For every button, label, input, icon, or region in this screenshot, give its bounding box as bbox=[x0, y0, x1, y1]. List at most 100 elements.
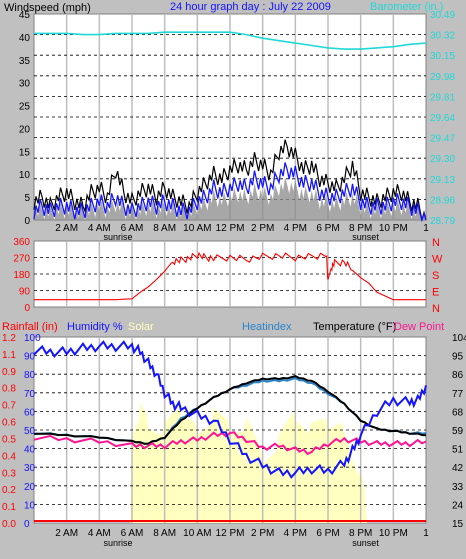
time-tick-label: 10 PM bbox=[379, 528, 408, 539]
time-tick-label: 4 PM bbox=[284, 528, 307, 539]
windspeed-tick-label: 35 bbox=[19, 56, 31, 67]
windspeed-tick-label: 20 bbox=[19, 124, 31, 135]
direction-degree-tick: 90 bbox=[19, 287, 31, 298]
temperature-tick-label: 68 bbox=[452, 407, 464, 418]
sunset-label: sunset bbox=[352, 232, 379, 242]
legend-dewpoint: Dew Point bbox=[394, 321, 444, 333]
temperature-tick-label: 15 bbox=[452, 519, 464, 530]
time-tick-label: 10 AM bbox=[183, 223, 211, 234]
wind-lull-area bbox=[34, 177, 426, 220]
temperature-tick-label: 59 bbox=[452, 426, 464, 437]
temperature-tick-label: 33 bbox=[452, 482, 464, 493]
barometer-tick-label: 29.13 bbox=[430, 175, 455, 186]
time-tick-label: 6 PM bbox=[316, 223, 339, 234]
time-tick-label: 10 AM bbox=[183, 528, 211, 539]
humidity-tick-label: 30 bbox=[24, 463, 36, 474]
dewpoint-series-line bbox=[33, 431, 427, 456]
temperature-tick-label: 95 bbox=[452, 352, 464, 363]
time-tick-label: 6 AM bbox=[121, 223, 144, 234]
time-tick-label: 8 PM bbox=[349, 528, 372, 539]
humidity-tick-label: 50 bbox=[24, 426, 36, 437]
time-tick-label: 2 PM bbox=[251, 528, 274, 539]
barometer-axis-title: Barometer (in.) bbox=[370, 1, 443, 13]
wind-direction-series-line bbox=[34, 251, 426, 301]
temperature-tick-label: 104 bbox=[452, 333, 466, 344]
windspeed-tick-label: 25 bbox=[19, 102, 31, 113]
time-tick-label: 2 AM bbox=[55, 223, 78, 234]
time-tick-label: 2 PM bbox=[251, 223, 274, 234]
windspeed-tick-label: 10 bbox=[19, 170, 31, 181]
time-tick-label: 4 PM bbox=[284, 223, 307, 234]
rainfall-tick-label: 1.1 bbox=[2, 350, 16, 361]
direction-compass-tick: N bbox=[432, 237, 440, 249]
barometer-tick-label: 28.79 bbox=[430, 216, 455, 227]
barometer-series-line bbox=[34, 31, 427, 50]
rainfall-tick-label: 0.3 bbox=[2, 468, 16, 479]
legend-heatindex: Heatindex bbox=[242, 321, 292, 333]
windspeed-tick-label: 5 bbox=[24, 193, 30, 204]
temperature-tick-label: 51 bbox=[452, 445, 464, 456]
humidity-tick-label: 80 bbox=[24, 370, 36, 381]
legend-temperature: Temperature (°F) bbox=[313, 321, 396, 333]
rainfall-tick-label: 0.5 bbox=[2, 434, 16, 445]
windspeed-tick-label: 45 bbox=[19, 10, 31, 21]
time-tick-label: 8 AM bbox=[153, 223, 176, 234]
direction-compass-tick: S bbox=[432, 270, 439, 282]
humidity-tick-label: 60 bbox=[24, 407, 36, 418]
windspeed-tick-label: 30 bbox=[19, 79, 31, 90]
windspeed-tick-label: 0 bbox=[24, 216, 30, 227]
rainfall-tick-label: 0.2 bbox=[2, 485, 16, 496]
time-tick-label: 8 PM bbox=[349, 223, 372, 234]
humidity-tick-label: 20 bbox=[24, 482, 36, 493]
barometer-tick-label: 29.64 bbox=[430, 113, 455, 124]
time-tick-label: 4 AM bbox=[88, 528, 111, 539]
humidity-tick-label: 0 bbox=[24, 519, 30, 530]
time-tick-label: 1 bbox=[423, 223, 429, 234]
direction-compass-tick: N bbox=[432, 303, 440, 315]
humidity-tick-label: 70 bbox=[24, 389, 36, 400]
time-tick-label: 12 PM bbox=[216, 528, 245, 539]
barometer-tick-label: 29.98 bbox=[430, 72, 455, 83]
time-tick-label: 8 AM bbox=[153, 528, 176, 539]
barometer-tick-label: 30.49 bbox=[430, 10, 455, 21]
time-tick-label: 1 bbox=[423, 528, 429, 539]
windspeed-tick-label: 40 bbox=[19, 33, 31, 44]
direction-compass-tick: E bbox=[432, 287, 439, 299]
time-tick-label: 12 PM bbox=[216, 223, 245, 234]
time-tick-label: 2 AM bbox=[55, 528, 78, 539]
humidity-tick-label: 90 bbox=[24, 352, 36, 363]
direction-degree-tick: 270 bbox=[13, 254, 30, 265]
rainfall-tick-label: 0.4 bbox=[2, 451, 16, 462]
windspeed-tick-label: 15 bbox=[19, 147, 31, 158]
rainfall-tick-label: 0.6 bbox=[2, 418, 16, 429]
time-tick-label: 6 AM bbox=[121, 528, 144, 539]
rainfall-tick-label: 0.9 bbox=[2, 367, 16, 378]
graph-title: 24 hour graph day : July 22 2009 bbox=[170, 1, 331, 13]
rainfall-tick-label: 0.0 bbox=[2, 519, 16, 530]
barometer-tick-label: 28.96 bbox=[430, 195, 455, 206]
legend-rainfall: Rainfall (in) bbox=[2, 321, 58, 333]
barometer-tick-label: 29.47 bbox=[430, 134, 455, 145]
sunset-label: sunset bbox=[352, 538, 379, 548]
legend-solar: Solar bbox=[128, 321, 154, 333]
time-tick-label: 10 PM bbox=[379, 223, 408, 234]
sunrise-label: sunrise bbox=[103, 538, 132, 548]
rainfall-tick-label: 0.7 bbox=[2, 401, 16, 412]
barometer-tick-label: 29.30 bbox=[430, 154, 455, 165]
rainfall-tick-label: 1.2 bbox=[2, 333, 16, 344]
time-tick-label: 4 AM bbox=[88, 223, 111, 234]
legend-humidity: Humidity % bbox=[67, 321, 123, 333]
barometer-tick-label: 30.32 bbox=[430, 31, 455, 42]
windspeed-axis-title: Windspeed (mph) bbox=[4, 2, 91, 14]
temperature-tick-label: 24 bbox=[452, 500, 464, 511]
temperature-tick-label: 77 bbox=[452, 389, 464, 400]
humidity-series-line bbox=[33, 340, 427, 479]
barometer-tick-label: 29.81 bbox=[430, 92, 455, 103]
sunrise-label: sunrise bbox=[103, 232, 132, 242]
direction-compass-tick: W bbox=[432, 254, 443, 266]
temperature-tick-label: 42 bbox=[452, 463, 464, 474]
rainfall-tick-label: 0.1 bbox=[2, 502, 16, 513]
temperature-tick-label: 86 bbox=[452, 370, 464, 381]
direction-degree-tick: 180 bbox=[13, 270, 30, 281]
